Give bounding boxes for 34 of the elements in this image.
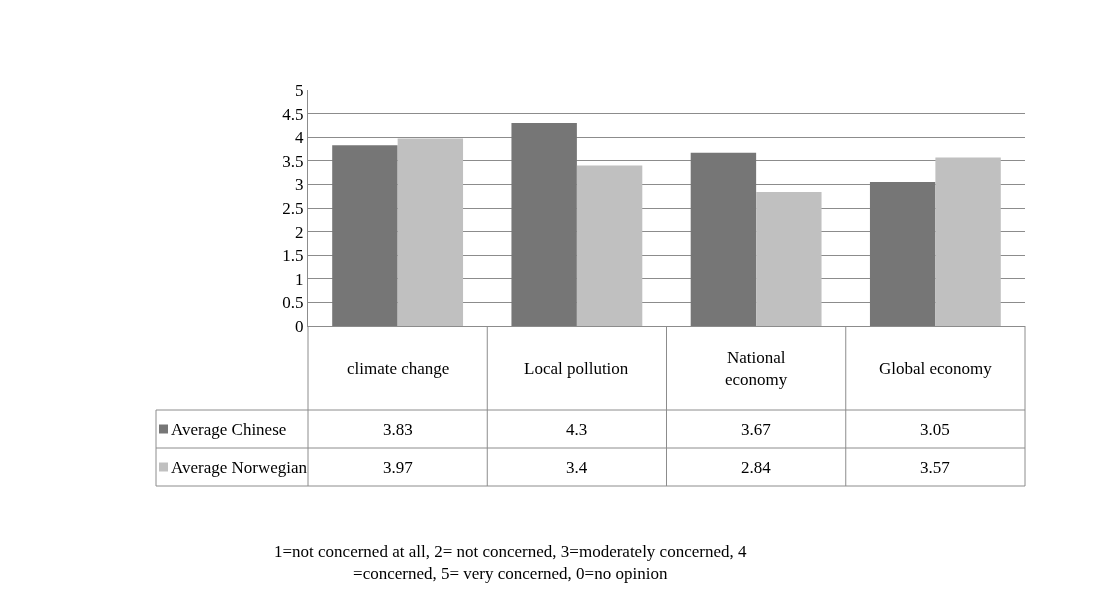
y-tick-label: 1.5 (282, 246, 304, 266)
x-tick-label: climate change (347, 359, 450, 378)
bar (756, 191, 822, 326)
data-label: 3.97 (383, 458, 414, 477)
bar (935, 157, 1001, 326)
x-tick-label: Local pollution (524, 359, 629, 378)
x-tick-label: National economy (725, 348, 788, 390)
text: 1=not concerned at all, 2= not concerned, 3=moderately concerned, 4 =concerned, 5= very concerned, 0=no opinion (274, 542, 747, 584)
y-tick-label: 1 (295, 269, 304, 289)
data-label: 4.3 (566, 420, 588, 439)
y-tick-label: 2.5 (282, 198, 304, 218)
bar (511, 123, 577, 326)
bar (869, 182, 936, 326)
y-tick-label: 0 (295, 316, 304, 336)
data-label: 3.05 (920, 420, 950, 439)
legend-label: Average Chinese (171, 420, 287, 439)
bar (690, 152, 757, 326)
data-label: 2.84 (741, 458, 772, 477)
y-tick-label: 4 (295, 128, 305, 148)
data-label: 3.4 (566, 458, 588, 477)
data-label: 3.57 (920, 458, 951, 477)
data-label: 3.67 (741, 420, 772, 439)
y-tick-label: 0.5 (282, 293, 304, 313)
y-tick-label: 5 (295, 80, 304, 100)
bar (397, 138, 464, 326)
data-label: 3.83 (383, 420, 413, 439)
x-tick-label: Global economy (879, 359, 993, 378)
legend-label: Average Norwegian (171, 458, 308, 477)
y-tick-label: 4.5 (282, 104, 304, 124)
y-tick-label: 3.5 (282, 151, 304, 171)
y-tick-label: 3 (295, 175, 304, 195)
y-tick-label: 2 (295, 222, 304, 242)
bar (332, 145, 398, 326)
bar (576, 165, 643, 326)
